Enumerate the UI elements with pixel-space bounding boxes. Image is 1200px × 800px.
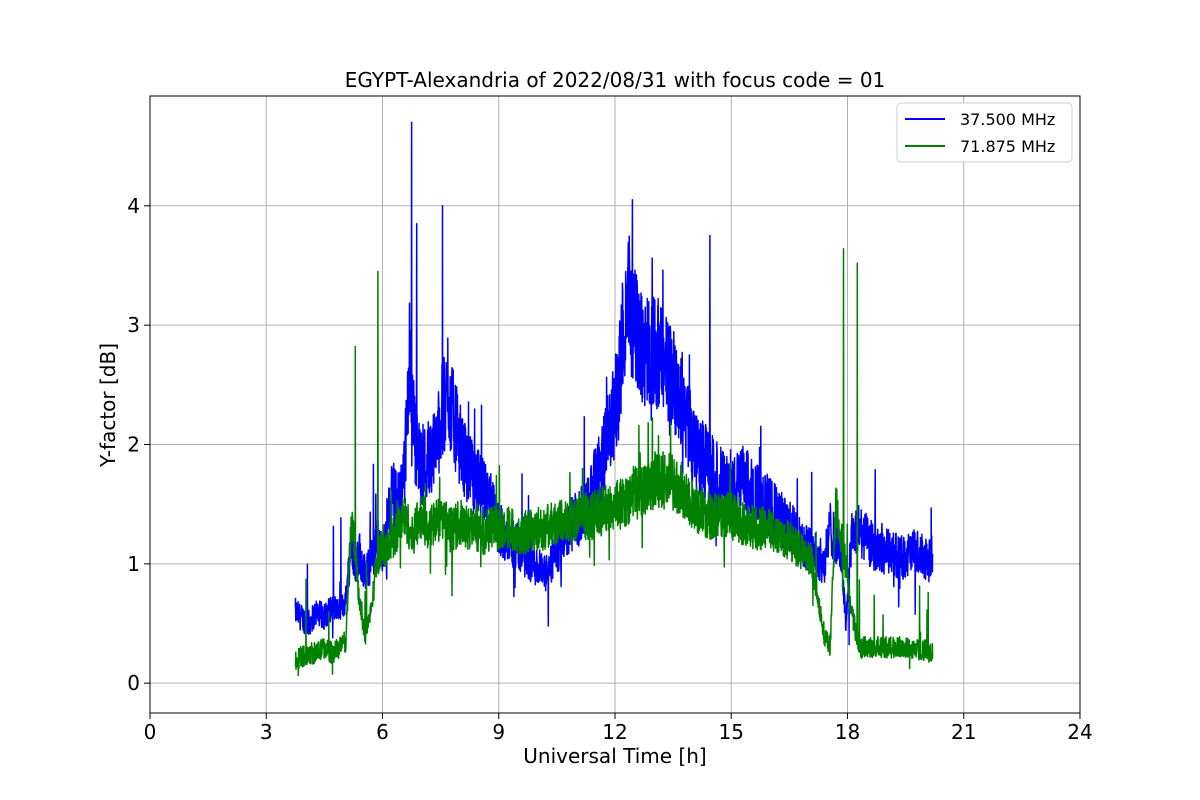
x-tick-label: 6 <box>376 720 389 744</box>
x-tick-label: 18 <box>835 720 860 744</box>
x-tick-label: 3 <box>260 720 273 744</box>
x-tick-label: 0 <box>144 720 157 744</box>
y-axis-label: Y-factor [dB] <box>96 343 120 468</box>
series-lines <box>294 121 934 677</box>
x-tick-label: 24 <box>1067 720 1092 744</box>
series-line-71875 <box>294 248 934 677</box>
x-tick-label: 9 <box>492 720 505 744</box>
y-tick-label: 3 <box>127 313 140 337</box>
legend-label-71875: 71.875 MHz <box>960 137 1055 156</box>
x-tick-label: 15 <box>719 720 744 744</box>
legend-label-37500: 37.500 MHz <box>960 110 1055 129</box>
x-axis-label: Universal Time [h] <box>523 744 706 768</box>
legend-box <box>896 102 1073 163</box>
chart-title: EGYPT-Alexandria of 2022/08/31 with focu… <box>345 68 886 92</box>
y-tick-label: 4 <box>127 194 140 218</box>
y-tick-label: 0 <box>127 671 140 695</box>
y-tick-label: 2 <box>127 432 140 456</box>
x-tick-label: 21 <box>951 720 976 744</box>
x-tick-label: 12 <box>602 720 627 744</box>
series-line-37500 <box>294 121 934 646</box>
legend: 37.500 MHz 71.875 MHz <box>896 102 1073 163</box>
y-tick-label: 1 <box>127 552 140 576</box>
